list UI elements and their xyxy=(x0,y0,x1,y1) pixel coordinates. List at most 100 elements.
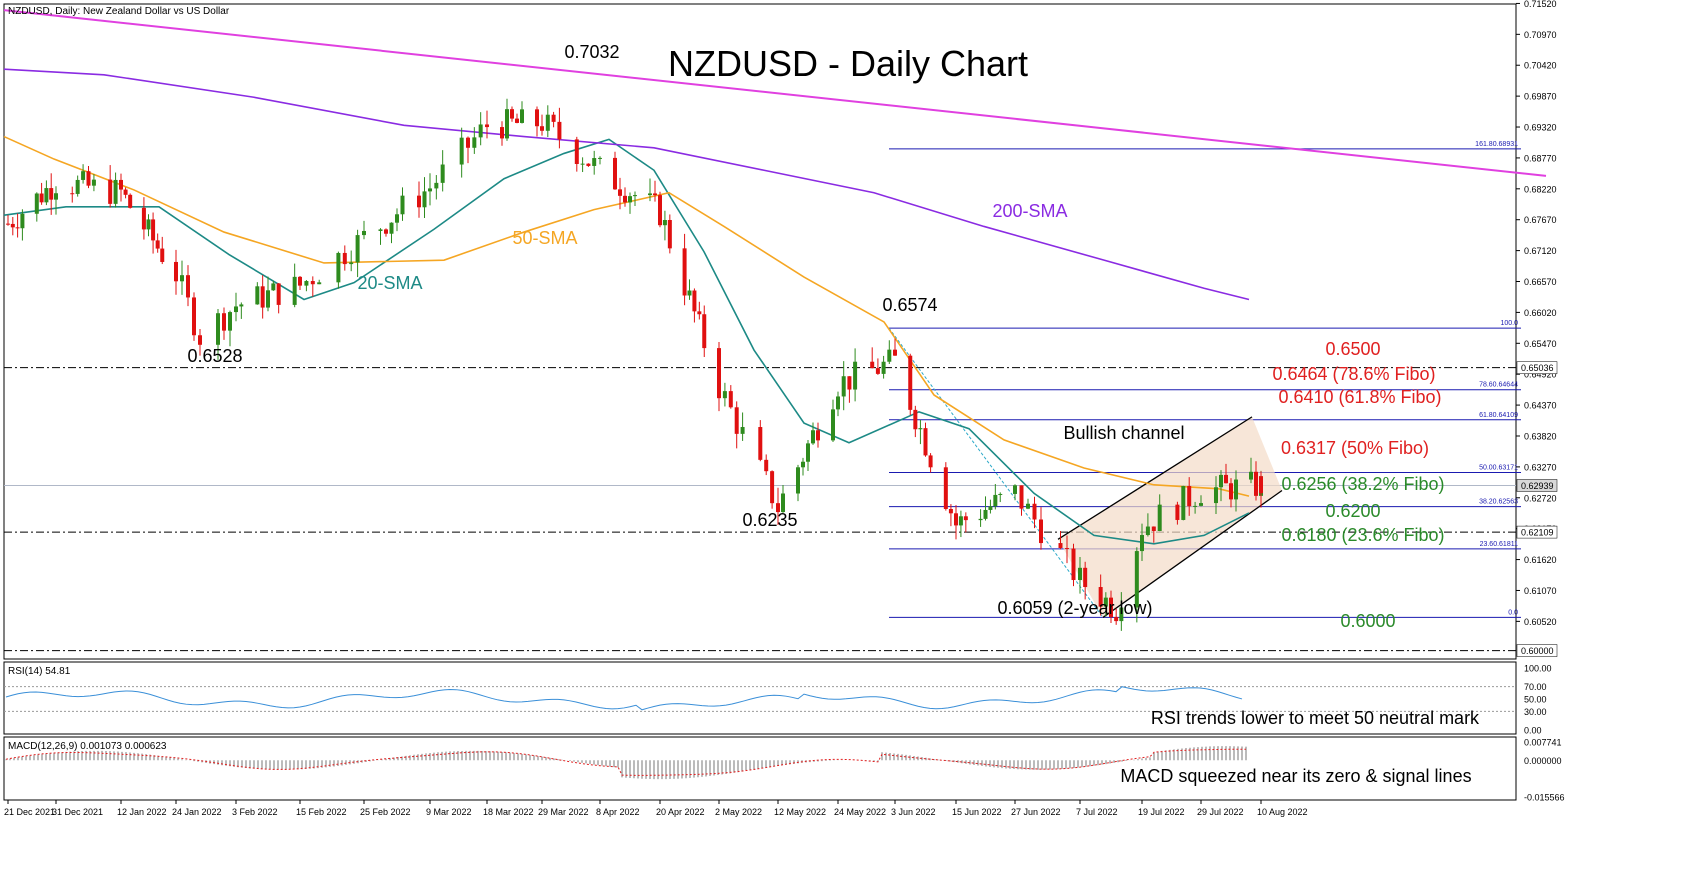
x-tick-label: 29 Jul 2022 xyxy=(1197,807,1244,817)
candle-body xyxy=(881,361,886,374)
x-tick-label: 7 Jul 2022 xyxy=(1076,807,1118,817)
candle-body xyxy=(500,127,504,139)
label-low-6059: 0.6059 (2-year low) xyxy=(997,598,1152,618)
candle-body xyxy=(598,157,602,159)
candle-body xyxy=(1157,504,1162,532)
candle-body xyxy=(1214,487,1218,504)
label-6317: 0.6317 (50% Fibo) xyxy=(1281,438,1429,458)
x-tick-label: 10 Aug 2022 xyxy=(1257,807,1308,817)
candle-body xyxy=(292,276,297,305)
fibo-tag: 161.80.68931 xyxy=(1475,141,1518,148)
label-6000: 0.6000 xyxy=(1340,611,1395,631)
candle-body xyxy=(551,114,556,122)
candle-body xyxy=(34,193,39,214)
candle-body xyxy=(1019,485,1024,509)
candle-body xyxy=(459,137,464,165)
candle-body xyxy=(113,179,118,204)
price-tick-label: 0.67670 xyxy=(1524,215,1557,225)
price-tick-label: 0.61070 xyxy=(1524,586,1557,596)
candle-body xyxy=(983,509,988,519)
candle-body xyxy=(6,223,10,225)
candle-body xyxy=(81,171,86,180)
candle-body xyxy=(770,471,775,504)
candle-body xyxy=(70,193,75,195)
price-tick-label: 0.66020 xyxy=(1524,308,1557,318)
candle-body xyxy=(918,428,923,430)
candle-body xyxy=(155,240,160,249)
candle-body xyxy=(535,109,539,127)
candle-body xyxy=(91,179,96,186)
candle-body xyxy=(702,314,707,349)
candle-body xyxy=(943,467,948,509)
candle-body xyxy=(186,275,190,298)
candle-body xyxy=(39,193,44,203)
price-tick-label: 0.67120 xyxy=(1524,246,1557,256)
candle-body xyxy=(633,195,637,197)
candle-body xyxy=(1083,567,1088,588)
price-panel xyxy=(3,3,1517,660)
x-tick-label: 8 Apr 2022 xyxy=(596,807,640,817)
x-tick-label: 12 May 2022 xyxy=(774,807,826,817)
candle-body xyxy=(682,248,687,296)
rsi-line xyxy=(5,686,1243,711)
candle-body xyxy=(1032,503,1037,520)
x-tick-label: 24 May 2022 xyxy=(834,807,886,817)
candle-body xyxy=(505,109,509,139)
x-tick-label: 27 Jun 2022 xyxy=(1011,807,1061,817)
candle-body xyxy=(515,118,519,123)
candle-body xyxy=(1254,471,1258,496)
candle-body xyxy=(580,163,585,165)
candle-body xyxy=(276,283,281,305)
macd-panel xyxy=(3,736,1517,801)
price-tick-label: 0.70420 xyxy=(1524,61,1557,71)
candle-body xyxy=(1119,607,1124,622)
x-tick-label: 29 Mar 2022 xyxy=(538,807,589,817)
current-price-tag-box xyxy=(1516,479,1558,492)
macd-tick-label: 0.007741 xyxy=(1524,738,1562,748)
candle-body xyxy=(86,171,91,186)
x-tick-label: 31 Dec 2021 xyxy=(52,807,103,817)
candle-body xyxy=(1249,471,1253,480)
fibo-tag: 100.0 xyxy=(1500,320,1518,327)
candle-body xyxy=(440,164,445,183)
candle-body xyxy=(400,195,405,215)
symbol-line: NZDUSD, Daily: New Zealand Dollar vs US … xyxy=(8,6,230,17)
price-tick-label: 0.69870 xyxy=(1524,92,1557,102)
candle-body xyxy=(222,313,226,331)
candle-body xyxy=(228,312,232,331)
price-tick-label: 0.66570 xyxy=(1524,277,1557,287)
candle-body xyxy=(10,223,15,228)
candle-body xyxy=(776,503,780,513)
candle-body xyxy=(192,297,196,336)
level-tag-box xyxy=(1516,644,1558,657)
candle-body xyxy=(44,188,49,203)
candle-body xyxy=(811,430,815,444)
price-tick-label: 0.64920 xyxy=(1524,370,1557,380)
candle-body xyxy=(119,179,123,190)
candle-body xyxy=(216,313,220,345)
200-sma-line xyxy=(3,68,1250,301)
candle-body xyxy=(417,195,421,208)
candle-body xyxy=(796,467,800,494)
candle-body xyxy=(1098,587,1103,607)
x-tick-label: 20 Apr 2022 xyxy=(656,807,705,817)
label-sma50: 50-SMA xyxy=(512,228,577,248)
candle-body xyxy=(545,114,550,131)
candle-body xyxy=(198,335,202,345)
50-sma-line xyxy=(3,135,1250,497)
rsi-tick-label: 50.00 xyxy=(1524,695,1547,705)
candle-body xyxy=(831,409,835,441)
candle-body xyxy=(734,407,739,434)
label-high-6574: 0.6574 xyxy=(882,295,937,315)
candle-body xyxy=(434,182,439,189)
label-6200: 0.6200 xyxy=(1325,501,1380,521)
candle-body xyxy=(75,179,80,194)
candle-body xyxy=(758,427,763,460)
candle-body xyxy=(234,306,238,313)
candle-body xyxy=(428,188,432,192)
candle-body xyxy=(1065,548,1069,550)
level-tag: 0.60000 xyxy=(1521,646,1554,656)
candle-body xyxy=(948,508,953,514)
channel-lower-line xyxy=(1102,489,1283,618)
